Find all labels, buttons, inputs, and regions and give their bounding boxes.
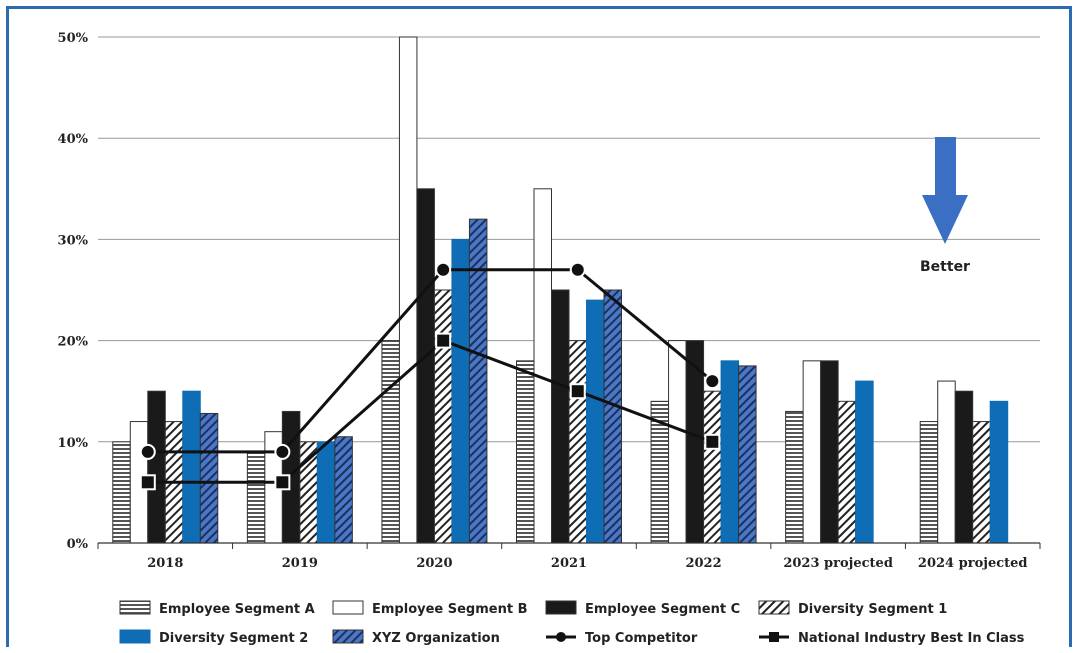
legend-marker <box>556 632 566 642</box>
bar-xyz-organization <box>738 365 757 544</box>
bar-employee-segment-c <box>551 289 570 544</box>
legend-item: Employee Segment C <box>545 600 740 617</box>
legend-item: Diversity Segment 1 <box>758 600 947 617</box>
legend-label: Diversity Segment 1 <box>798 602 947 617</box>
legend-swatch <box>758 600 790 615</box>
legend-item: XYZ Organization <box>332 629 500 646</box>
legend-swatch <box>545 600 577 615</box>
legend-item: Diversity Segment 2 <box>119 629 308 646</box>
bar-diversity-segment-1 <box>568 340 587 544</box>
point-top-competitor <box>704 373 721 390</box>
bar-employee-segment-a <box>919 421 939 544</box>
legend-label: Employee Segment B <box>372 602 528 617</box>
point-national-industry-best-in-class <box>139 474 156 491</box>
better-label: Better <box>920 259 970 275</box>
bar-employee-segment-a <box>381 340 400 544</box>
bar-diversity-segment-2 <box>855 380 874 544</box>
x-tick-label: 2020 <box>416 556 452 571</box>
y-tick-label: 20% <box>58 335 89 350</box>
legend-label: National Industry Best In Class <box>798 631 1025 646</box>
bars-layer <box>112 36 1009 544</box>
legend-item: Employee Segment A <box>119 600 315 617</box>
bar-diversity-segment-2 <box>720 360 740 544</box>
bar-employee-segment-a <box>112 441 131 544</box>
bar-diversity-segment-1 <box>837 400 857 544</box>
bar-diversity-segment-2 <box>451 238 470 544</box>
bar-employee-segment-a <box>516 360 535 544</box>
x-tick-label: 2023 projected <box>783 556 893 571</box>
chart-frame <box>6 6 1072 647</box>
bar-employee-segment-c <box>820 360 839 544</box>
bar-employee-segment-b <box>533 188 552 544</box>
legend-label: XYZ Organization <box>372 631 500 646</box>
point-top-competitor <box>435 261 452 278</box>
bar-employee-segment-a <box>785 410 804 544</box>
x-tick-label: 2019 <box>282 556 318 571</box>
legend-label: Employee Segment A <box>159 602 315 617</box>
bar-employee-segment-b <box>398 36 418 544</box>
bar-xyz-organization <box>603 289 622 544</box>
bar-diversity-segment-2 <box>586 299 605 544</box>
bar-diversity-segment-2 <box>989 400 1009 544</box>
bar-employee-segment-b <box>937 380 956 544</box>
bar-employee-segment-c <box>954 390 974 544</box>
x-tick-label: 2018 <box>147 556 183 571</box>
point-top-competitor <box>569 261 586 278</box>
bar-diversity-segment-1 <box>299 441 318 544</box>
point-national-industry-best-in-class <box>704 433 721 450</box>
bar-diversity-segment-1 <box>703 390 722 544</box>
better-arrow-icon <box>935 137 956 195</box>
x-tick-label: 2022 <box>685 556 721 571</box>
y-tick-label: 10% <box>58 436 89 451</box>
bar-diversity-segment-1 <box>433 289 453 544</box>
bar-diversity-segment-1 <box>972 421 991 544</box>
y-tick-label: 40% <box>58 132 89 147</box>
legend-label: Employee Segment C <box>585 602 740 617</box>
x-tick-label: 2024 projected <box>918 556 1028 571</box>
y-tick-label: 30% <box>58 233 89 248</box>
legend-label: Top Competitor <box>585 631 698 646</box>
point-national-industry-best-in-class <box>435 332 452 349</box>
legend-item: Employee Segment B <box>332 600 528 617</box>
bar-xyz-organization <box>199 412 219 544</box>
y-tick-label: 50% <box>58 31 89 46</box>
legend-marker <box>769 632 779 642</box>
bar-xyz-organization <box>334 436 353 544</box>
bar-diversity-segment-2 <box>316 441 336 544</box>
bar-xyz-organization <box>468 218 488 544</box>
legend-item: Top Competitor <box>546 631 698 646</box>
legend-swatch <box>332 629 364 644</box>
legend-label: Diversity Segment 2 <box>159 631 308 646</box>
point-top-competitor <box>274 443 291 460</box>
annotation-layer: Better <box>920 137 970 275</box>
bar-employee-segment-b <box>802 360 822 544</box>
legend-swatch <box>119 600 151 615</box>
lines-layer <box>139 261 721 491</box>
better-arrow-head-icon <box>922 195 968 244</box>
point-national-industry-best-in-class <box>569 383 586 400</box>
legend-swatch <box>119 629 151 644</box>
bar-employee-segment-a <box>246 451 266 544</box>
axis-layer: 0% 10% 20% 30% 40% 50% 2018 2019 2020 2021 2022 202… <box>58 31 1041 571</box>
legend: Employee Segment A Employee Segment B Empl… <box>119 600 1025 646</box>
legend-swatch <box>332 600 364 615</box>
legend-item: National Industry Best In Class <box>759 631 1025 646</box>
point-top-competitor <box>139 443 156 460</box>
bar-diversity-segment-2 <box>182 390 201 544</box>
bar-employee-segment-c <box>147 390 166 544</box>
bar-employee-segment-b <box>668 340 687 544</box>
bar-employee-segment-c <box>416 188 435 544</box>
point-national-industry-best-in-class <box>274 474 291 491</box>
y-tick-label: 0% <box>67 537 89 552</box>
x-tick-label: 2021 <box>551 556 587 571</box>
